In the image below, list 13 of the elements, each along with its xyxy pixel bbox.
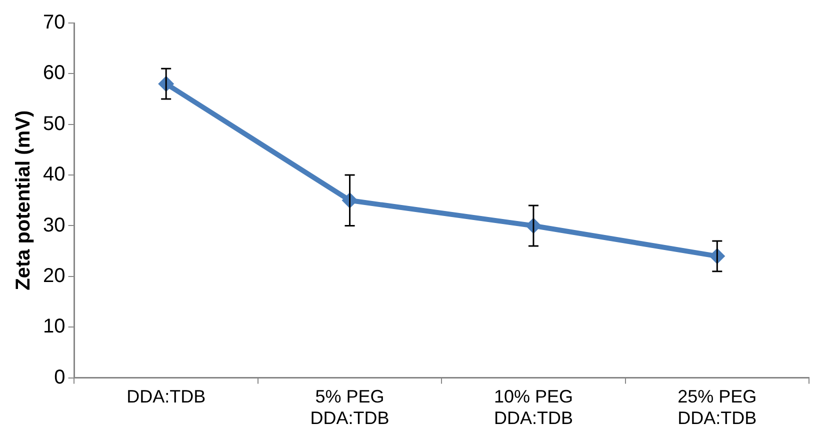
y-tick-label: 30	[42, 214, 66, 236]
x-tick-label: DDA:TDB	[126, 386, 206, 407]
x-tick-label: 10% PEG DDA:TDB	[494, 386, 573, 428]
y-tick-label: 40	[42, 164, 66, 186]
y-tick-label: 60	[42, 62, 66, 84]
y-tick-label: 70	[42, 12, 66, 34]
y-axis-title: Zeta potential (mV)	[12, 110, 35, 290]
x-tick-label: 5% PEG DDA:TDB	[310, 386, 390, 428]
y-tick-label: 0	[54, 366, 66, 388]
y-tick-label: 20	[42, 264, 66, 287]
y-tick-label: 10	[42, 316, 66, 338]
x-tick-label: 25% PEG DDA:TDB	[678, 386, 757, 428]
y-tick-label: 50	[42, 112, 66, 135]
